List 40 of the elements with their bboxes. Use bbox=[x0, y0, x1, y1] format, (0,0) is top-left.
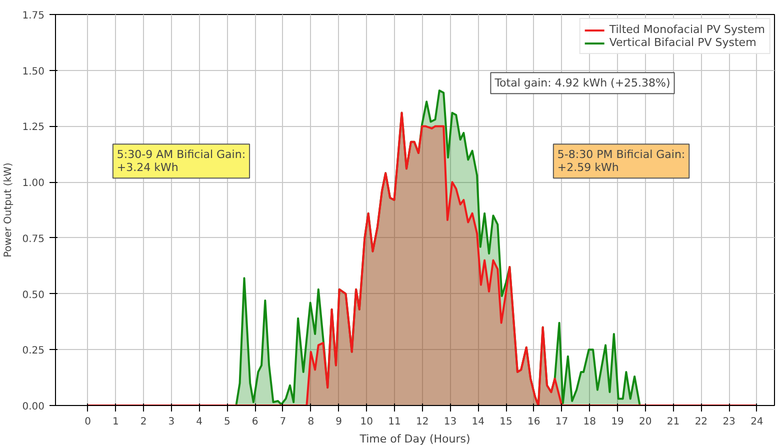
x-tick-label: 4 bbox=[196, 416, 203, 428]
y-tick-label: 0.00 bbox=[22, 402, 44, 412]
x-tick-label: 17 bbox=[555, 416, 568, 428]
x-tick-label: 11 bbox=[388, 416, 401, 428]
x-tick-label: 10 bbox=[360, 416, 373, 428]
x-tick-label: 5 bbox=[224, 416, 230, 428]
x-tick-label: 22 bbox=[694, 416, 708, 428]
x-tick-label: 20 bbox=[639, 416, 652, 428]
annotation: 5-8:30 PM Bificial Gain: +2.59 kWh bbox=[557, 148, 686, 174]
x-tick-label: 21 bbox=[666, 416, 680, 428]
y-tick-label: 0.75 bbox=[22, 234, 44, 245]
x-tick-label: 1 bbox=[112, 416, 119, 428]
x-axis-title: Time of Day (Hours) bbox=[358, 432, 470, 446]
x-tick-label: 8 bbox=[308, 416, 314, 428]
y-tick-label: 1.75 bbox=[22, 10, 44, 22]
x-tick-label: 19 bbox=[611, 416, 624, 428]
x-tick-label: 13 bbox=[444, 416, 457, 428]
x-tick-label: 15 bbox=[500, 416, 512, 428]
annotation: Total gain: 4.92 kWh (+25.38%) bbox=[494, 76, 670, 90]
x-tick-label: 0 bbox=[84, 416, 92, 428]
x-tick-label: 18 bbox=[583, 416, 596, 428]
y-tick-label: 1.25 bbox=[22, 122, 44, 134]
x-tick-label: 12 bbox=[416, 416, 429, 428]
legend-label: Vertical Bifacial PV System bbox=[609, 36, 756, 49]
legend-label: Tilted Monofacial PV System bbox=[609, 23, 765, 36]
x-tick-label: 9 bbox=[336, 416, 342, 428]
x-tick-label: 16 bbox=[528, 416, 540, 428]
x-tick-label: 6 bbox=[252, 416, 258, 428]
y-tick-label: 1.00 bbox=[22, 178, 44, 190]
y-tick-label: 0.50 bbox=[22, 290, 44, 301]
x-tick-label: 7 bbox=[280, 416, 286, 428]
y-tick-label: 0.25 bbox=[22, 346, 44, 357]
x-tick-label: 24 bbox=[750, 416, 764, 428]
x-tick-label: 2 bbox=[140, 416, 147, 428]
x-tick-label: 23 bbox=[722, 416, 736, 428]
x-tick-label: 3 bbox=[168, 416, 175, 428]
y-tick-label: 1.50 bbox=[22, 66, 44, 78]
y-axis-title: Power Output (kW) bbox=[3, 162, 14, 258]
annotation: 5:30-9 AM Bificial Gain: +3.24 kWh bbox=[116, 148, 246, 174]
x-tick-label: 14 bbox=[472, 416, 485, 428]
